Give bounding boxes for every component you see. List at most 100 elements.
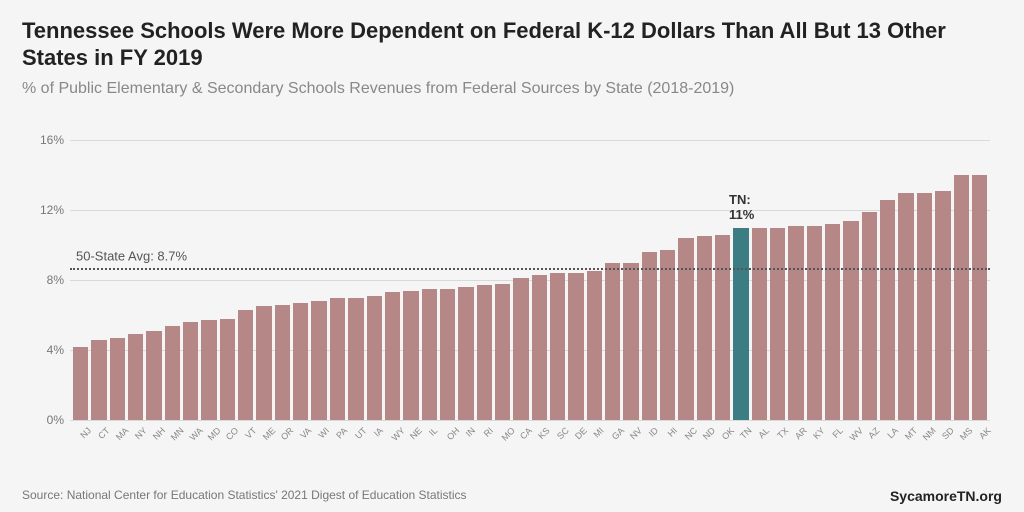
- bar: [128, 334, 143, 420]
- bar-col: WY: [385, 140, 400, 420]
- bar-col: NJ: [73, 140, 88, 420]
- x-axis-label: CO: [224, 424, 242, 442]
- bar-col: KY: [807, 140, 822, 420]
- gridline: [70, 420, 990, 421]
- x-axis-label: HI: [665, 424, 680, 439]
- bar: [293, 303, 308, 420]
- x-axis-label: KS: [536, 424, 553, 441]
- bar-col: MT: [898, 140, 913, 420]
- bar: [788, 226, 803, 420]
- x-axis-label: WV: [848, 424, 867, 443]
- bar: [715, 235, 730, 421]
- x-axis-label: CA: [518, 424, 535, 441]
- bar-col: FL: [825, 140, 840, 420]
- x-axis-label: MI: [592, 424, 608, 440]
- bar-col: CT: [91, 140, 106, 420]
- bar: [165, 326, 180, 421]
- x-axis-label: TX: [775, 424, 792, 441]
- bar-col: IA: [367, 140, 382, 420]
- x-axis-label: IA: [372, 424, 387, 439]
- x-axis-label: NC: [683, 424, 701, 442]
- bar-col: ID: [642, 140, 657, 420]
- x-axis-label: AK: [977, 424, 994, 441]
- x-axis-label: ME: [261, 424, 279, 442]
- x-axis-label: LA: [885, 424, 901, 440]
- bar: [660, 250, 675, 420]
- bar: [477, 285, 492, 420]
- bar-col: CA: [513, 140, 528, 420]
- chart-area: 0%4%8%12%16%NJCTMANYNHMNWAMDCOVTMEORVAWI…: [30, 130, 1000, 450]
- bar: [73, 347, 88, 421]
- bar: [825, 224, 840, 420]
- bar-col: ND: [697, 140, 712, 420]
- bar: [972, 175, 987, 420]
- bar: [678, 238, 693, 420]
- bar-col: OK: [715, 140, 730, 420]
- bar-col: MI: [587, 140, 602, 420]
- x-axis-label: NH: [151, 424, 169, 442]
- bar: [146, 331, 161, 420]
- x-axis-label: NY: [133, 424, 150, 441]
- x-axis-label: VT: [243, 424, 260, 441]
- average-line: [70, 268, 990, 270]
- bar-highlight: [733, 228, 748, 421]
- x-axis-label: KY: [812, 424, 829, 441]
- bar: [403, 291, 418, 421]
- bar-col: TN: [733, 140, 748, 420]
- bar-col: MS: [954, 140, 969, 420]
- x-axis-label: SC: [555, 424, 572, 441]
- bar-col: NE: [403, 140, 418, 420]
- bar-col: AR: [788, 140, 803, 420]
- x-axis-label: TN: [738, 424, 755, 441]
- bar-col: MA: [110, 140, 125, 420]
- average-label: 50-State Avg: 8.7%: [76, 248, 187, 263]
- x-axis-label: UT: [353, 424, 370, 441]
- x-axis-label: OH: [444, 424, 462, 442]
- x-axis-label: IN: [464, 424, 479, 439]
- bar: [880, 200, 895, 421]
- bar: [697, 236, 712, 420]
- bar: [385, 292, 400, 420]
- bar: [311, 301, 326, 420]
- bar: [458, 287, 473, 420]
- x-axis-label: PA: [335, 424, 352, 441]
- bar: [568, 273, 583, 420]
- bar-col: RI: [477, 140, 492, 420]
- y-axis-label: 16%: [40, 133, 64, 147]
- bar-col: PA: [330, 140, 345, 420]
- bar-col: SC: [550, 140, 565, 420]
- y-axis-label: 0%: [47, 413, 64, 427]
- y-axis-label: 12%: [40, 203, 64, 217]
- bar-col: NC: [678, 140, 693, 420]
- bar: [422, 289, 437, 420]
- x-axis-label: SD: [940, 424, 957, 441]
- bar: [330, 298, 345, 421]
- bar: [348, 298, 363, 421]
- x-axis-label: AZ: [867, 424, 884, 441]
- bar: [367, 296, 382, 420]
- bar-col: NV: [623, 140, 638, 420]
- bar: [605, 263, 620, 421]
- bar: [587, 271, 602, 420]
- x-axis-label: OK: [720, 424, 738, 442]
- bar-col: KS: [532, 140, 547, 420]
- x-axis-label: ND: [701, 424, 719, 442]
- bar-col: VT: [238, 140, 253, 420]
- x-axis-label: ID: [647, 424, 662, 439]
- x-axis-label: MO: [499, 424, 518, 443]
- bar-col: HI: [660, 140, 675, 420]
- x-axis-label: MS: [958, 424, 976, 442]
- bar: [201, 320, 216, 420]
- bar-col: WV: [843, 140, 858, 420]
- x-axis-label: CT: [96, 424, 113, 441]
- bar: [623, 263, 638, 421]
- bar-col: MO: [495, 140, 510, 420]
- bar: [862, 212, 877, 420]
- bar-col: MN: [165, 140, 180, 420]
- bar: [550, 273, 565, 420]
- bar: [807, 226, 822, 420]
- bar-col: AZ: [862, 140, 877, 420]
- bar-col: AK: [972, 140, 987, 420]
- x-axis-label: MN: [169, 424, 187, 442]
- x-axis-label: WI: [316, 424, 332, 440]
